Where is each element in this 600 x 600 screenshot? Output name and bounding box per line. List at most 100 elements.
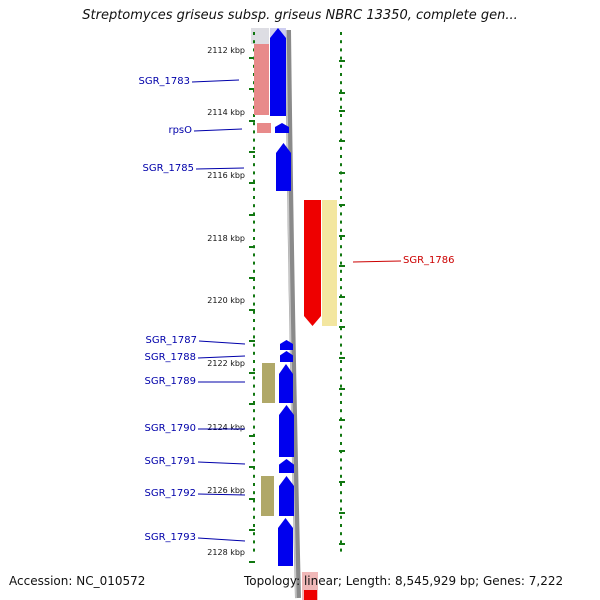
reverse-band [322,200,337,326]
gene-label-SGR_1791: SGR_1791 [145,456,197,467]
ruler-dot [253,269,255,273]
ruler-dot [340,56,342,60]
ruler-dot [340,163,342,167]
ruler-major-tick [339,388,345,390]
ruler-dot [340,474,342,478]
track-layer [251,28,342,599]
genome-track-line [285,29,301,599]
ruler-dot [253,212,255,216]
ruler-dot [340,360,342,363]
ruler-major-tick [249,309,255,311]
ruler-dot [253,474,255,478]
ruler-dot [253,351,255,355]
ruler-major-tick [249,466,255,468]
ruler-major-tick [249,277,255,279]
ruler-dot [340,302,342,306]
gene-label-SGR_1786: SGR_1786 [403,255,455,266]
ruler-dot [253,114,255,117]
bottom-gene-fragment [304,590,317,600]
ruler-dot [340,286,342,290]
ruler-major-tick [339,140,345,142]
pink-band-small [257,123,271,133]
ruler-major-tick [339,110,345,112]
ruler-major-tick [339,481,345,483]
ruler-dot [253,327,255,331]
tick-label: 2118 kbp [207,234,245,243]
ruler-major-tick [339,326,345,328]
ruler-dot [340,81,342,85]
ruler-major-tick [339,419,345,421]
gene-arrow-SGR_1790 [279,405,294,457]
ruler-major-tick [249,214,255,216]
ruler-dot [253,458,255,462]
tick-label: 2124 kbp [207,423,245,432]
ruler-dot [340,343,342,347]
ruler-dot [340,245,342,249]
ruler-dot [340,187,342,191]
forward-band-1 [262,363,275,403]
ruler-dot [340,433,342,437]
ruler-dot [340,483,342,486]
ruler-major-tick [249,435,255,437]
ruler-dot [253,466,255,470]
pink-band [254,44,269,115]
ruler-dot [253,187,255,191]
gene-arrow-SGR_1783 [270,28,286,116]
gene-label-SGR_1787: SGR_1787 [146,335,198,346]
ruler-dot [340,122,342,126]
ruler-major-tick [249,561,255,563]
ruler-dot [253,130,255,134]
gene-leader-line [197,493,246,496]
ruler-dot [253,507,255,511]
ruler-dot [253,253,255,257]
ruler-ticks: 2112 kbp 2114 kbp 2116 kbp 2118 kbp 2120 kbp… [207,46,345,563]
tick-label: 2120 kbp [207,296,245,305]
ruler-dot [340,425,342,429]
ruler-major-tick [249,182,255,184]
ruler-dot [253,237,255,240]
ruler-dot [340,319,342,322]
ruler-dot [340,458,342,462]
ruler-dot [340,253,342,257]
ruler-dot [340,532,342,536]
tick-label: 2112 kbp [207,46,245,55]
accession-text: Accession: NC_010572 [9,574,146,588]
ruler-dot [253,376,255,380]
ruler-dot [340,114,342,117]
ruler-dot [340,442,342,445]
gene-arrow-SGR_1788 [280,351,293,362]
ruler-dot [340,351,342,355]
gene-arrow-SGR_1792 [279,476,294,516]
ruler-dot [253,409,255,413]
gene-arrow-SGR_1786 [304,200,321,326]
ruler-dot [340,376,342,380]
ruler-dot [340,335,342,339]
ruler-major-tick [339,172,345,174]
ruler-dot [253,196,255,199]
ruler-dot [340,48,342,52]
ruler-dot [340,105,342,109]
ruler-dot [340,499,342,503]
ruler-major-tick [339,512,345,514]
gene-arrow-SGR_1793 [278,518,293,566]
gene-label-SGR_1783: SGR_1783 [139,76,191,87]
ruler-major-tick [339,450,345,452]
ruler-dot [253,228,255,232]
ruler-dot [253,310,255,314]
ruler-dot [253,122,255,126]
ruler-dot [340,73,342,76]
genome-track-highlight [285,29,297,599]
ruler-major-tick [339,543,345,545]
ruler-major-tick [339,357,345,359]
gene-arrow-SGR_1791 [279,459,294,473]
ruler-dot [340,155,342,158]
ruler-major-tick [249,340,255,342]
ruler-dot [340,89,342,93]
ruler-dot [340,491,342,495]
tick-label: 2126 kbp [207,486,245,495]
gene-arrow-SGR_1787 [280,340,293,350]
ruler-dot [253,368,255,372]
ruler-dot [253,491,255,495]
ruler-dot [253,138,255,142]
